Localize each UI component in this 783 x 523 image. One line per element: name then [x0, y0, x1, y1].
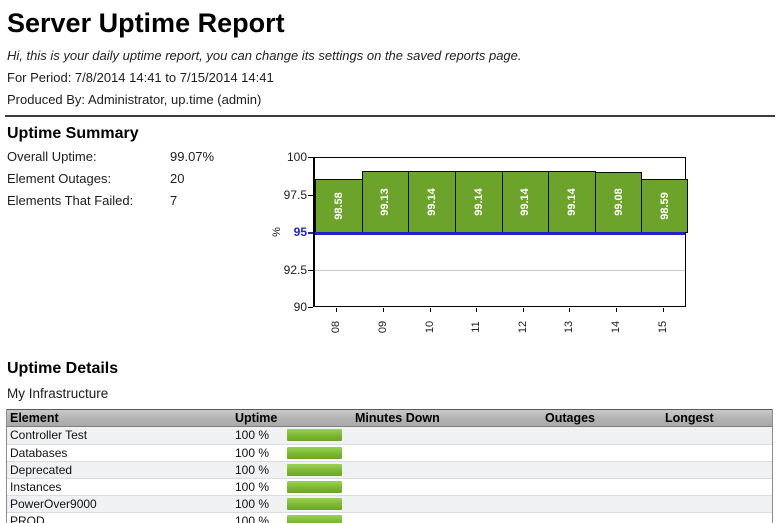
chart-plot-area: 98.58 99.13 99.14 99.14 99.14 99.14 99.08 98.59	[313, 157, 688, 307]
y-axis-tick	[308, 269, 313, 271]
y-axis-tick	[308, 232, 313, 234]
x-axis-tick	[522, 308, 524, 312]
uptime-details-table: Element Uptime Minutes Down Outages Longest …	[6, 409, 773, 523]
y-axis-tick	[308, 307, 313, 308]
uptime-bar	[287, 447, 342, 459]
report-period: For Period: 7/8/2014 14:41 to 7/15/2014 …	[7, 70, 274, 85]
y-axis-tick	[308, 194, 313, 196]
chart-bar: 98.59	[641, 179, 688, 233]
uptime-bar-chart: % 98.58 99.13 99.14 99.14 99.14 99.14 99.08 98.…	[265, 145, 700, 345]
element-name: Instances	[10, 480, 62, 494]
uptime-bar	[287, 429, 342, 441]
chart-bar: 99.14	[454, 170, 503, 233]
x-axis-tick-label: 13	[563, 320, 576, 334]
x-axis-tick	[569, 308, 571, 312]
bar-value-label: 98.59	[658, 192, 671, 220]
chart-bar: 98.58	[315, 179, 363, 233]
table-row: PROD 100 %	[7, 512, 772, 523]
element-name: Databases	[10, 446, 68, 460]
x-axis-tick	[382, 308, 384, 312]
uptime-value: 100 %	[235, 480, 270, 494]
x-axis-tick	[429, 308, 431, 312]
uptime-value: 100 %	[235, 428, 270, 442]
stat-value: 20	[170, 171, 185, 186]
column-header-longest: Longest	[665, 411, 714, 425]
column-header-minutes-down: Minutes Down	[355, 411, 440, 425]
bar-value-label: 99.14	[519, 188, 532, 216]
x-axis-tick-label: 09	[376, 320, 389, 334]
summary-stats: Overall Uptime: 99.07% Element Outages: 20 E…	[7, 149, 267, 215]
table-row: Deprecated 100 %	[7, 461, 772, 478]
stat-label: Elements That Failed:	[7, 193, 134, 208]
uptime-value: 100 %	[235, 446, 270, 460]
bar-value-label: 99.14	[426, 188, 439, 216]
uptime-bar	[287, 515, 342, 523]
y-axis-tick-label: 90	[293, 300, 307, 314]
chart-bar: 99.13	[361, 171, 410, 233]
x-axis-tick-label: 14	[610, 320, 623, 334]
chart-bar: 99.14	[548, 170, 596, 233]
header-divider	[5, 115, 775, 117]
x-axis-tick-label: 12	[516, 320, 529, 334]
summary-stat-row: Element Outages: 20	[7, 171, 267, 193]
column-header-uptime: Uptime	[235, 411, 278, 425]
x-axis-tick-label: 11	[470, 321, 483, 333]
infrastructure-group-name: My Infrastructure	[7, 386, 109, 401]
stat-label: Overall Uptime:	[7, 149, 97, 164]
chart-gridline	[315, 270, 685, 271]
table-row: Controller Test 100 %	[7, 427, 772, 444]
bar-value-label: 99.14	[565, 188, 578, 216]
column-header-outages: Outages	[545, 411, 596, 425]
y-axis-tick-label: 100	[286, 150, 307, 164]
summary-stat-row: Overall Uptime: 99.07%	[7, 149, 267, 171]
element-name: PROD	[10, 514, 45, 523]
table-header-row: Element Uptime Minutes Down Outages Longest	[7, 409, 772, 427]
bar-value-label: 98.58	[332, 192, 345, 220]
page-title: Server Uptime Report	[7, 8, 285, 38]
x-axis-tick-label: 10	[423, 320, 436, 334]
x-axis-tick	[616, 308, 618, 312]
y-axis-tick	[308, 157, 313, 158]
x-axis-tick	[476, 308, 478, 312]
table-row: Databases 100 %	[7, 444, 772, 461]
chart-bar: 99.14	[501, 170, 550, 233]
details-heading: Uptime Details	[7, 360, 119, 377]
stat-label: Element Outages:	[7, 171, 112, 186]
x-axis-tick-label: 08	[330, 320, 343, 334]
table-body: Controller Test 100 % Databases 100 % Deprec…	[7, 427, 772, 523]
table-row: PowerOver9000 100 %	[7, 495, 772, 512]
bar-value-label: 99.13	[379, 188, 392, 216]
element-name: Deprecated	[10, 463, 73, 477]
chart-bar: 99.08	[594, 171, 643, 233]
report-produced-by: Produced By: Administrator, up.time (adm…	[7, 92, 262, 107]
element-name: Controller Test	[10, 428, 88, 442]
x-axis-tick	[336, 308, 338, 312]
report-subtitle: Hi, this is your daily uptime report, yo…	[7, 48, 522, 63]
summary-stat-row: Elements That Failed: 7	[7, 193, 267, 215]
x-axis-tick	[662, 308, 664, 312]
x-axis-tick-label: 15	[656, 320, 669, 334]
bar-value-label: 99.14	[472, 188, 485, 216]
element-name: PowerOver9000	[10, 497, 97, 511]
y-axis-tick-label: 92.5	[283, 262, 307, 277]
threshold-line-95	[315, 232, 685, 235]
summary-heading: Uptime Summary	[7, 125, 139, 142]
uptime-bar	[287, 498, 342, 510]
y-axis-tick-label: 95	[293, 225, 307, 239]
uptime-value: 100 %	[235, 497, 270, 511]
stat-value: 7	[170, 193, 178, 208]
y-axis-tick-label: 97.5	[283, 187, 307, 202]
uptime-bar	[287, 481, 342, 493]
chart-bar: 99.14	[408, 170, 456, 233]
column-header-element: Element	[10, 411, 59, 425]
uptime-bar	[287, 464, 342, 476]
bar-value-label: 99.08	[612, 188, 625, 217]
uptime-value: 100 %	[235, 463, 270, 477]
uptime-value: 100 %	[235, 514, 270, 523]
stat-value: 99.07%	[170, 149, 215, 164]
table-row: Instances 100 %	[7, 478, 772, 495]
